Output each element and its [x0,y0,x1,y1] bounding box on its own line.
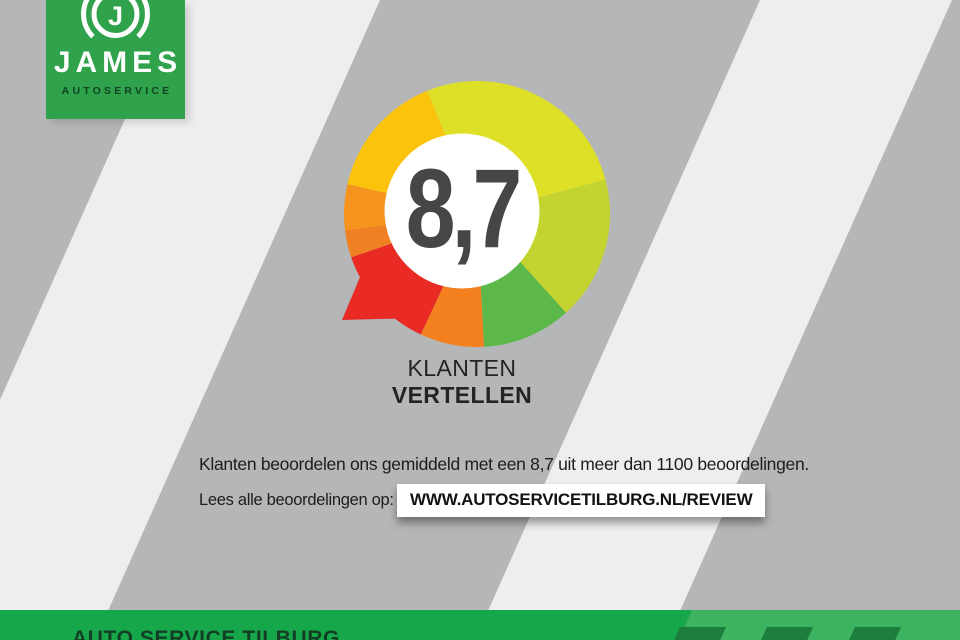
review-url-link[interactable]: WWW.AUTOSERVICETILBURG.NL/REVIEW [397,484,766,517]
rating-donut-chart [342,81,611,347]
footer-dark-shape [761,627,813,640]
footer-company-name: AUTO SERVICE TILBURG [72,627,340,640]
logo-brand-text: JAMES [53,46,183,79]
footer-dark-shape [849,627,901,640]
james-logo: J JAMES AUTOSERVICE [46,0,185,119]
footer-bar [0,610,960,640]
footer-dark-shape [674,627,726,640]
j-circle-icon: J [81,0,150,39]
caption-vertellen: VERTELLEN [391,382,533,408]
caption-klanten: KLANTEN [407,355,517,381]
rating-score: 8,7 [405,146,523,271]
logo-subtitle-text: AUTOSERVICE [61,85,173,97]
svg-text:J: J [108,1,123,31]
review-summary-text: Klanten beoordelen ons gemiddeld met een… [199,454,809,474]
donut-center-disc [384,133,540,289]
review-cta-prefix: Lees alle beoordelingen op: [199,491,394,509]
